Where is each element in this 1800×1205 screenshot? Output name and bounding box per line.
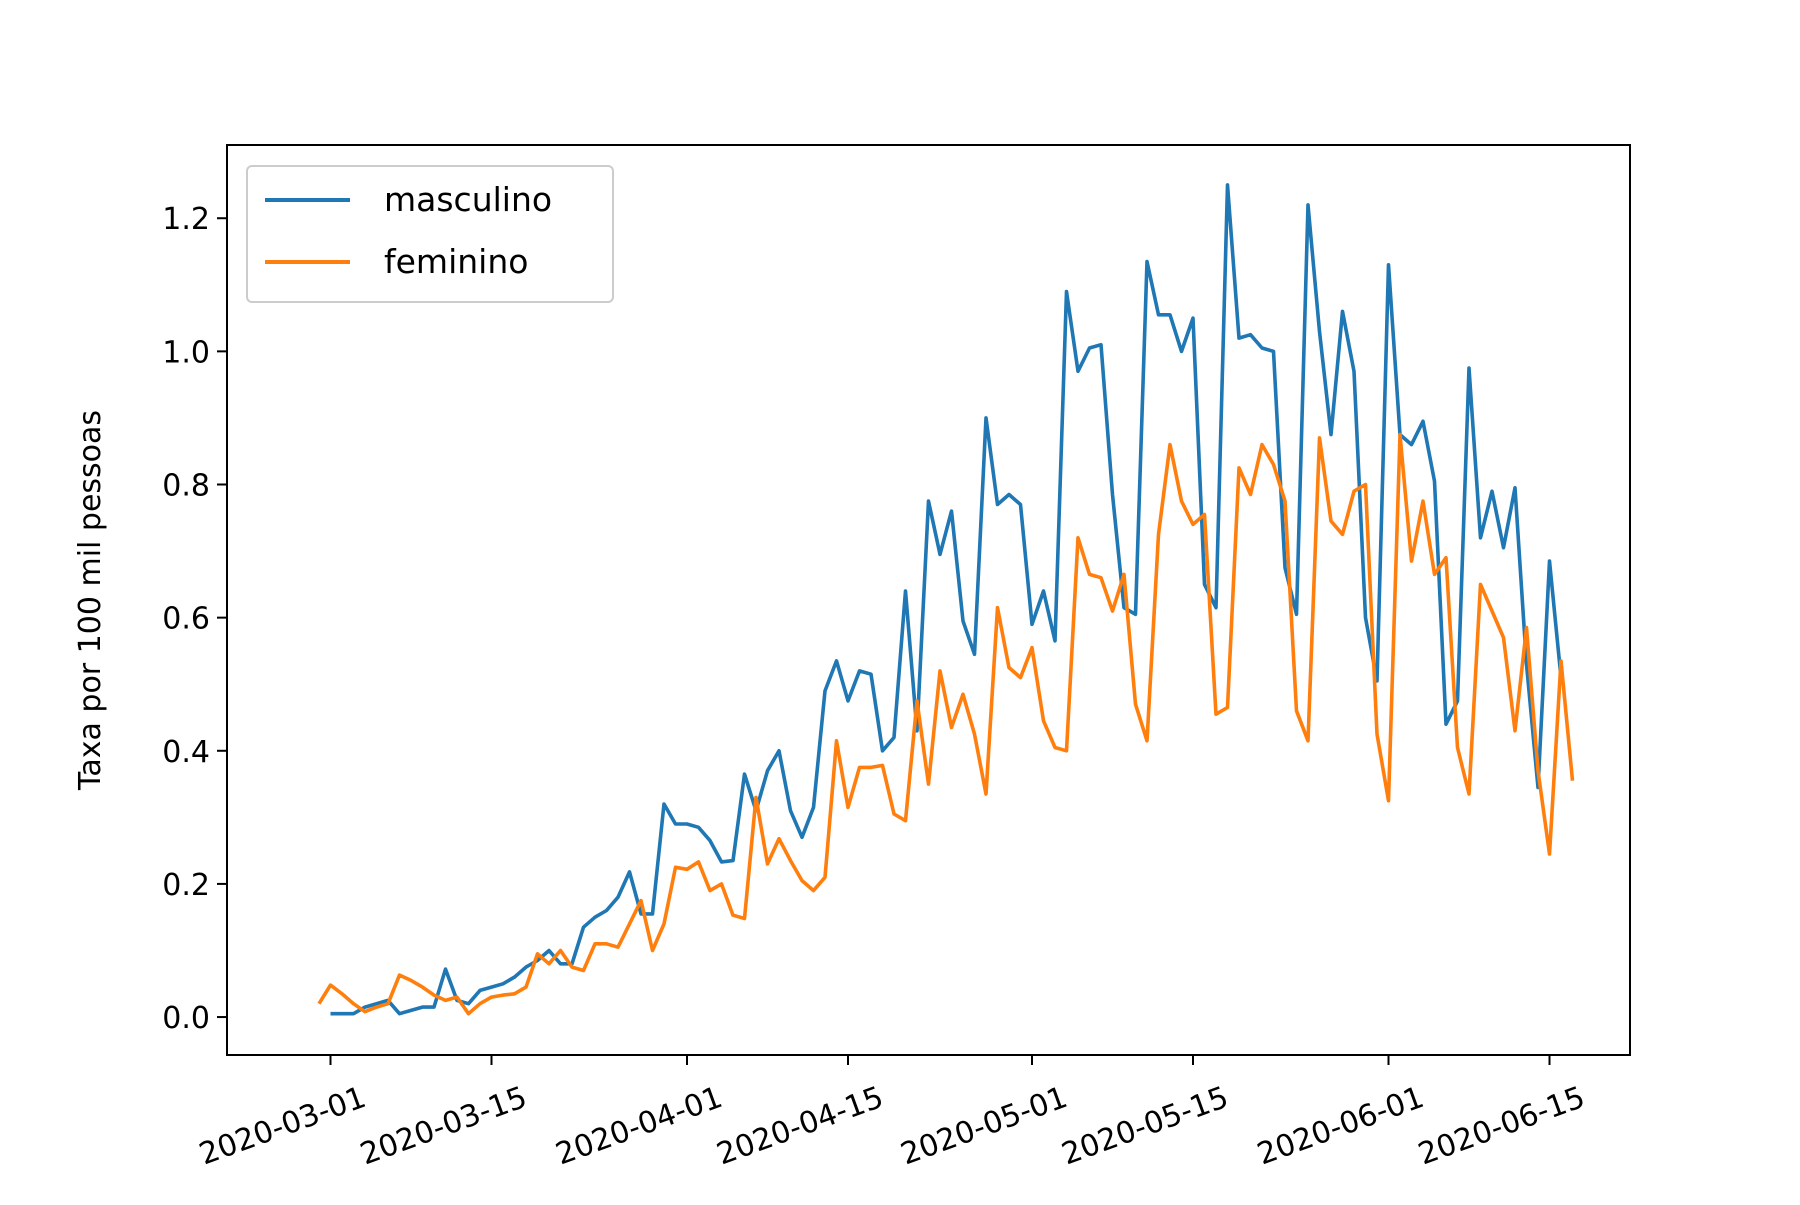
y-tick-label: 0.2 xyxy=(162,868,210,903)
x-tick-label: 2020-04-01 xyxy=(551,1080,727,1173)
series-line-masculino xyxy=(330,183,1563,1016)
y-tick-label: 0.4 xyxy=(162,735,210,770)
legend-label-feminino: feminino xyxy=(384,242,528,281)
legend-label-masculino: masculino xyxy=(384,180,552,219)
x-tick-label: 2020-04-15 xyxy=(712,1080,888,1173)
y-tick-label: 1.2 xyxy=(162,202,210,237)
y-tick-label: 0.6 xyxy=(162,602,210,637)
x-tick-label: 2020-03-01 xyxy=(195,1080,371,1173)
y-tick-label: 1.0 xyxy=(162,335,210,370)
plot-frame xyxy=(226,144,1631,1056)
series-layer xyxy=(317,183,1575,1016)
y-tick-label: 0.0 xyxy=(162,1001,210,1036)
x-tick-label: 2020-06-15 xyxy=(1414,1080,1590,1173)
y-axis-label: Taxa por 100 mil pessoas xyxy=(73,410,108,791)
series-line-feminino xyxy=(317,432,1575,1016)
x-tick-label: 2020-06-01 xyxy=(1253,1080,1429,1173)
y-tick-label: 0.8 xyxy=(162,469,210,504)
x-tick-label: 2020-03-15 xyxy=(356,1080,532,1173)
x-tick-label: 2020-05-15 xyxy=(1057,1080,1233,1173)
x-tick-label: 2020-05-01 xyxy=(896,1080,1072,1173)
legend: masculino feminino xyxy=(246,165,614,303)
